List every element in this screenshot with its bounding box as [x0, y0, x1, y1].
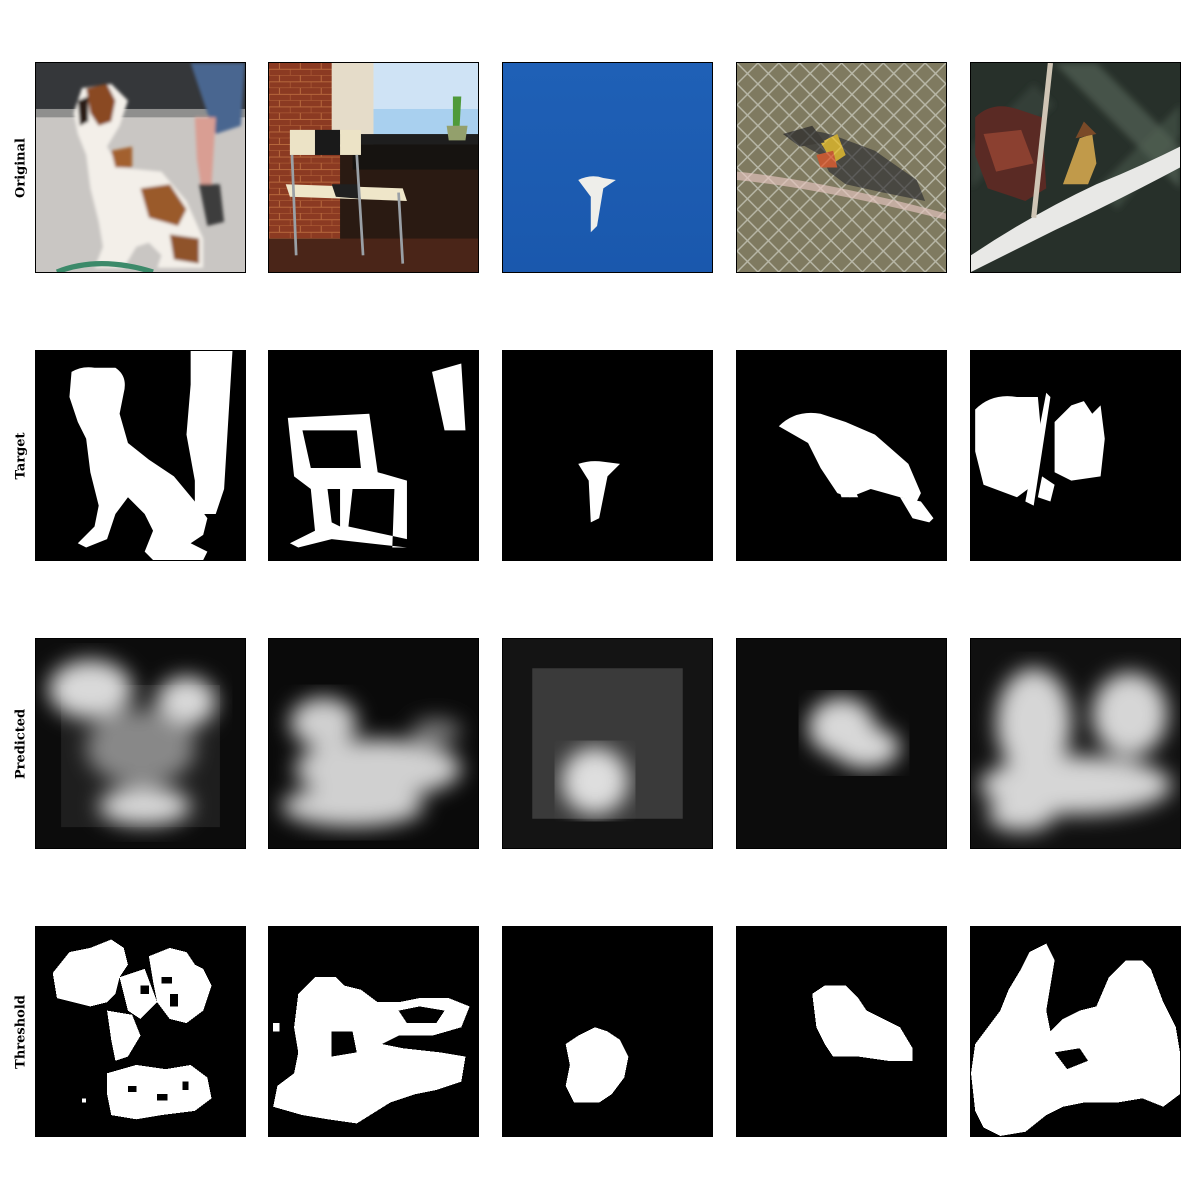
threshold-mask-chair: [268, 926, 479, 1137]
threshold-mask-hoatzin: [970, 926, 1181, 1137]
target-mask-chair: [268, 350, 479, 561]
threshold-mask-bird: [502, 926, 713, 1137]
threshold-mask-dog: [35, 926, 246, 1137]
predicted-mask-bird: [502, 638, 713, 849]
predicted-mask-dog: [35, 638, 246, 849]
target-mask-toucan: [736, 350, 947, 561]
target-mask-bird: [502, 350, 713, 561]
target-mask-dog: [35, 350, 246, 561]
original-image-hoatzin: [970, 62, 1181, 273]
threshold-mask-toucan: [736, 926, 947, 1137]
target-mask-hoatzin: [970, 350, 1181, 561]
predicted-mask-toucan: [736, 638, 947, 849]
original-image-chair: [268, 62, 479, 273]
predicted-mask-chair: [268, 638, 479, 849]
original-image-toucan: [736, 62, 947, 273]
original-image-dog: [35, 62, 246, 273]
predicted-mask-hoatzin: [970, 638, 1181, 849]
original-image-bird-sky: [502, 62, 713, 273]
